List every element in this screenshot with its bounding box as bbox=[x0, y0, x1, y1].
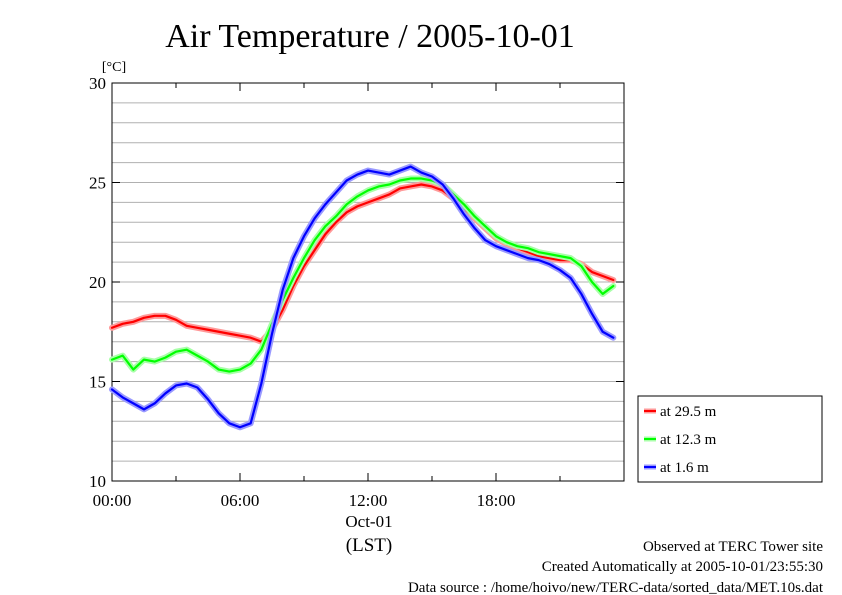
x-axis-date-label: Oct-01 bbox=[345, 512, 392, 531]
footer-created: Created Automatically at 2005-10-01/23:5… bbox=[542, 559, 823, 575]
legend-box bbox=[637, 395, 823, 483]
x-tick-label: 06:00 bbox=[221, 491, 260, 510]
legend-label: at 12.3 m bbox=[660, 432, 717, 448]
chart-title: Air Temperature / 2005-10-01 bbox=[165, 18, 575, 55]
y-axis-unit: [°C] bbox=[102, 60, 126, 75]
series-lines bbox=[109, 163, 617, 431]
legend: at 29.5 m at 12.3 m at 1.6 m bbox=[637, 395, 823, 483]
y-tick-label: 10 bbox=[89, 472, 106, 491]
x-axis: 00:00 06:00 12:00 18:00 bbox=[93, 83, 625, 510]
y-tick-label: 30 bbox=[89, 74, 106, 93]
y-tick-label: 15 bbox=[89, 373, 106, 392]
footer-source: Data source : /home/hoivo/new/TERC-data/… bbox=[408, 580, 824, 595]
footer-site: Observed at TERC Tower site bbox=[643, 539, 823, 555]
series-line-0 bbox=[110, 183, 615, 343]
legend-label: at 29.5 m bbox=[660, 404, 717, 420]
y-axis: 10 15 20 25 30 bbox=[89, 74, 624, 491]
legend-label: at 1.6 m bbox=[660, 460, 709, 476]
x-axis-label: (LST) bbox=[346, 535, 392, 556]
x-tick-label: 18:00 bbox=[477, 491, 516, 510]
series-line-1 bbox=[110, 177, 615, 373]
series-line-2 bbox=[110, 165, 615, 429]
x-tick-label: 00:00 bbox=[93, 491, 132, 510]
x-tick-label: 12:00 bbox=[349, 491, 388, 510]
grid bbox=[112, 102, 624, 462]
y-tick-label: 25 bbox=[89, 174, 106, 193]
y-tick-label: 20 bbox=[89, 273, 106, 292]
